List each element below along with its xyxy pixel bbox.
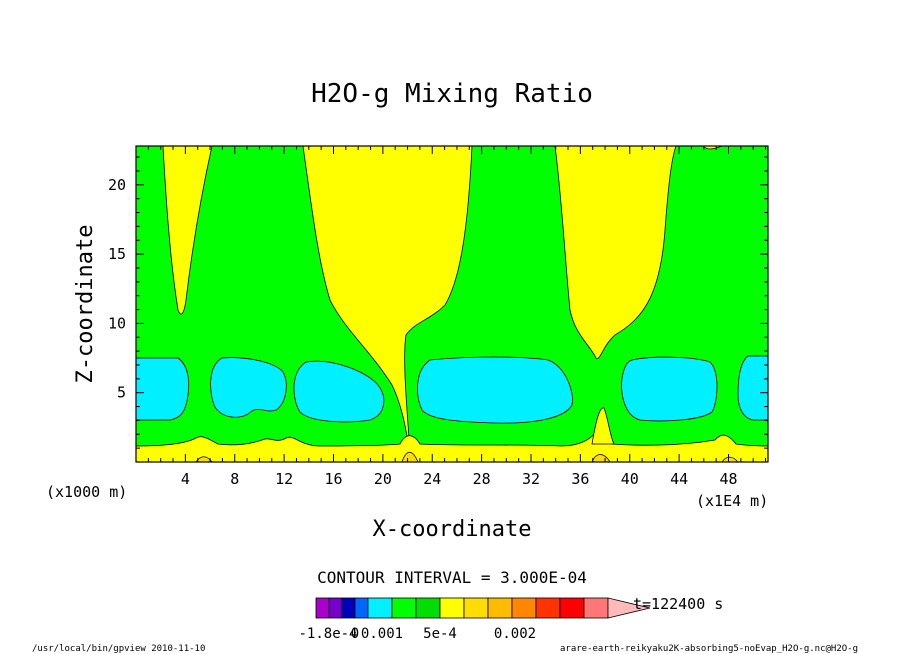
x-axis-label: X-coordinate xyxy=(373,517,532,542)
contour-interval: CONTOUR INTERVAL = 3.000E-04 xyxy=(317,568,587,587)
y-tick-label: 15 xyxy=(108,245,126,263)
colorbar-labels: -1.8e-40 0.001 5e-4 0.002 xyxy=(298,626,536,642)
x-tick-label: 20 xyxy=(374,470,392,488)
x-tick-label: 36 xyxy=(571,470,589,488)
colorbar-swatch xyxy=(463,597,489,619)
x-tick-label: 4 xyxy=(181,470,190,488)
cyan-blob-4 xyxy=(417,356,573,424)
colorbar-swatch xyxy=(391,597,417,619)
x-unit-label: (x1E4 m) xyxy=(696,492,768,510)
x-tick-label: 32 xyxy=(522,470,540,488)
x-tick-label: 8 xyxy=(230,470,239,488)
colorbar-label: 5e-4 xyxy=(423,626,457,642)
colorbar-swatch xyxy=(439,597,465,619)
x-tick-label: 24 xyxy=(423,470,441,488)
colorbar-swatch xyxy=(315,597,330,619)
colorbar-swatch xyxy=(511,597,537,619)
y-tick-label: 5 xyxy=(117,384,126,402)
y-unit-label: (x1000 m) xyxy=(46,483,127,501)
y-tick-label: 10 xyxy=(108,314,126,332)
x-tick-label: 12 xyxy=(275,470,293,488)
colorbar-swatch xyxy=(367,597,393,619)
plot-area xyxy=(135,145,769,463)
colorbar-swatch xyxy=(354,597,369,619)
x-axis: 4 8 12 16 20 24 28 32 36 40 44 48 xyxy=(147,146,767,488)
colorbar-swatch xyxy=(559,597,585,619)
y-tick-label: 20 xyxy=(108,176,126,194)
colorbar-swatch xyxy=(328,597,343,619)
colorbar-swatch xyxy=(415,597,441,619)
chart-title: H2O-g Mixing Ratio xyxy=(311,79,593,109)
cyan-blob-1 xyxy=(135,357,190,421)
yellow-column-1 xyxy=(162,145,213,315)
colorbar-label: -1.8e-4 xyxy=(298,626,357,642)
colorbar-label: 0.001 xyxy=(361,626,403,642)
y-axis-label: Z-coordinate xyxy=(73,225,98,384)
x-tick-label: 28 xyxy=(473,470,491,488)
colorbar-label: 0 xyxy=(351,626,359,642)
footer-right: arare-earth-reikyaku2K-absorbing5-noEvap… xyxy=(560,644,858,654)
cyan-blob-3 xyxy=(293,360,385,423)
x-tick-label: 16 xyxy=(324,470,342,488)
colorbar-swatch xyxy=(583,597,609,619)
x-tick-label: 48 xyxy=(719,470,737,488)
colorbar-swatch xyxy=(341,597,356,619)
colorbar-swatch xyxy=(487,597,513,619)
cyan-blob-6 xyxy=(737,355,769,421)
x-tick-label: 44 xyxy=(670,470,688,488)
cyan-blob-2 xyxy=(210,357,287,418)
colorbar xyxy=(315,597,651,619)
plot-frame xyxy=(135,145,769,463)
yellow-column-3 xyxy=(554,145,677,359)
cyan-blob-5 xyxy=(621,356,718,422)
footer-left: /usr/local/bin/gpview 2010-11-10 xyxy=(32,644,205,654)
yellow-surface-layer xyxy=(135,428,769,463)
colorbar-swatch xyxy=(535,597,561,619)
time-label: t=122400 s xyxy=(633,595,723,613)
x-tick-label: 40 xyxy=(621,470,639,488)
colorbar-arrow xyxy=(607,597,651,619)
colorbar-label: 0.002 xyxy=(494,626,536,642)
yellow-spike-1 xyxy=(591,407,615,445)
y-axis: 5 10 15 20 xyxy=(108,156,768,449)
